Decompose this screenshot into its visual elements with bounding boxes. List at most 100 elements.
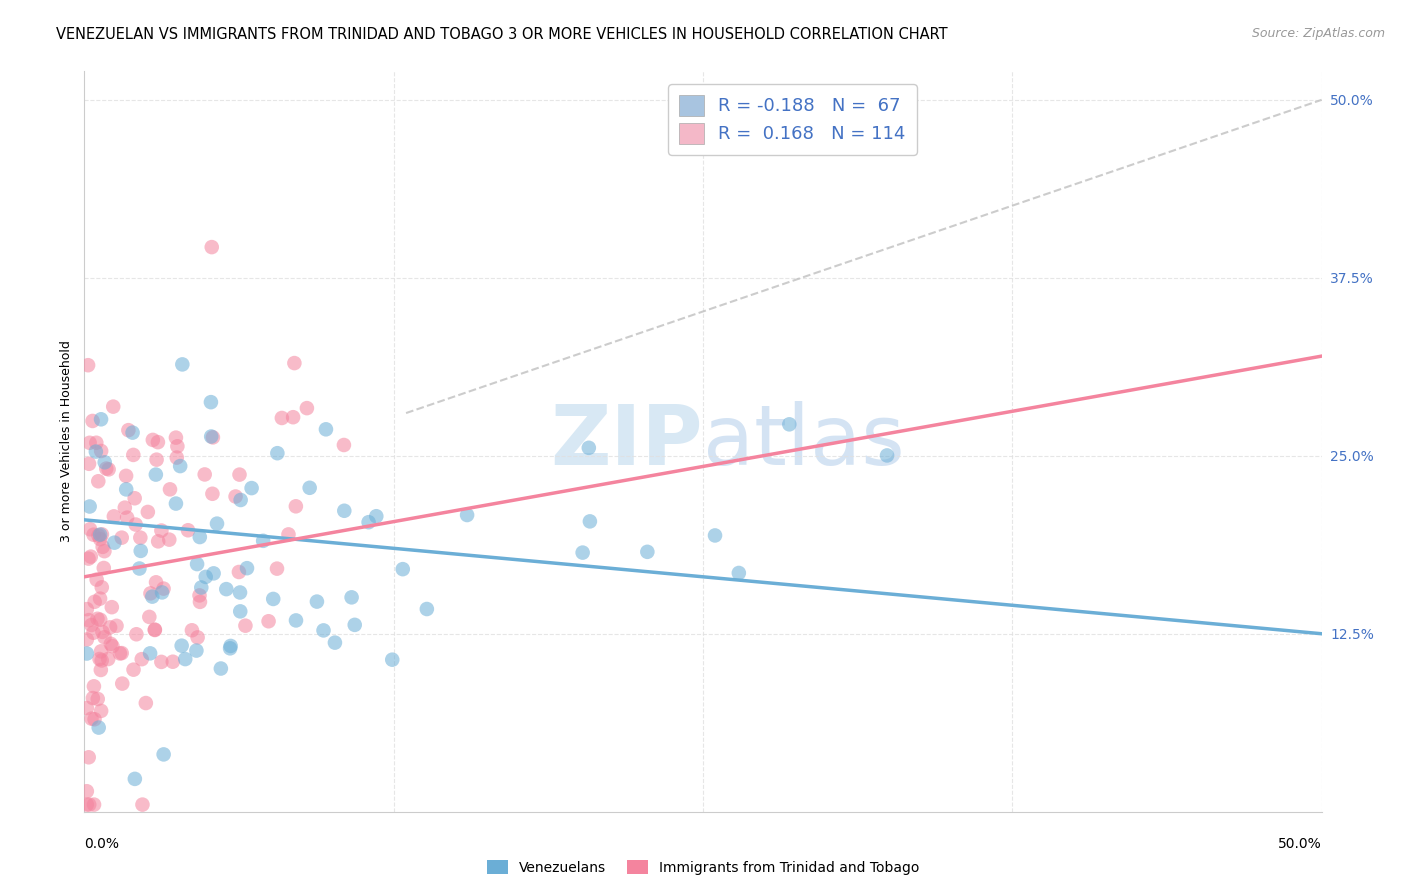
Point <box>96 461 118 475</box>
Point <box>83 527 105 541</box>
Point <box>129 544 152 558</box>
Point <box>90 527 112 541</box>
Point <box>125 517 148 532</box>
Point <box>150 524 173 538</box>
Point <box>186 643 208 657</box>
Point <box>391 562 413 576</box>
Point <box>90 580 112 594</box>
Point <box>115 468 138 483</box>
Text: ZIP: ZIP <box>551 401 703 482</box>
Point <box>202 566 225 581</box>
Point <box>93 630 115 644</box>
Point <box>209 661 232 675</box>
Point <box>225 490 247 504</box>
Point <box>79 500 101 514</box>
Point <box>89 652 111 666</box>
Point <box>93 561 115 575</box>
Point <box>281 410 304 425</box>
Point <box>83 595 105 609</box>
Point <box>262 591 284 606</box>
Point <box>101 600 124 615</box>
Point <box>111 531 134 545</box>
Point <box>174 652 197 666</box>
Point <box>181 624 204 638</box>
Point <box>381 653 404 667</box>
Point <box>90 653 112 667</box>
Point <box>143 623 166 637</box>
Point <box>188 530 211 544</box>
Point <box>343 618 366 632</box>
Point <box>80 549 103 564</box>
Point <box>162 655 184 669</box>
Point <box>76 784 98 798</box>
Point <box>229 604 252 618</box>
Point <box>84 444 107 458</box>
Point <box>205 516 228 531</box>
Y-axis label: 3 or more Vehicles in Household: 3 or more Vehicles in Household <box>60 341 73 542</box>
Point <box>188 588 211 602</box>
Point <box>201 430 224 444</box>
Point <box>636 545 658 559</box>
Point <box>266 561 288 575</box>
Point <box>295 401 318 416</box>
Point <box>333 504 356 518</box>
Point <box>91 540 114 554</box>
Point <box>240 481 263 495</box>
Point <box>366 509 388 524</box>
Point <box>82 414 104 428</box>
Point <box>86 573 108 587</box>
Point <box>77 613 100 627</box>
Point <box>79 522 101 536</box>
Point <box>138 610 160 624</box>
Point <box>187 631 209 645</box>
Point <box>115 510 138 524</box>
Point <box>77 797 100 812</box>
Point <box>111 676 134 690</box>
Point <box>152 747 174 762</box>
Point <box>236 561 259 575</box>
Point <box>87 721 110 735</box>
Point <box>145 467 167 482</box>
Point <box>219 641 242 656</box>
Point <box>131 797 153 812</box>
Point <box>89 532 111 546</box>
Point <box>146 435 169 450</box>
Point <box>122 663 145 677</box>
Point <box>200 429 222 443</box>
Point <box>101 639 124 653</box>
Point <box>76 701 98 715</box>
Point <box>283 356 305 370</box>
Point <box>157 533 180 547</box>
Point <box>727 566 749 580</box>
Point <box>103 509 125 524</box>
Point <box>93 455 115 469</box>
Point <box>194 467 217 482</box>
Point <box>79 435 101 450</box>
Point <box>219 639 242 653</box>
Point <box>131 652 153 666</box>
Point <box>83 712 105 726</box>
Point <box>170 639 193 653</box>
Point <box>284 500 307 514</box>
Point <box>76 632 98 647</box>
Point <box>165 497 187 511</box>
Point <box>141 590 163 604</box>
Point <box>194 570 217 584</box>
Point <box>124 772 146 786</box>
Point <box>150 585 173 599</box>
Point <box>103 400 125 414</box>
Point <box>305 594 328 608</box>
Point <box>77 750 100 764</box>
Point <box>97 462 120 476</box>
Point <box>416 602 439 616</box>
Point <box>89 527 111 541</box>
Point <box>177 523 200 537</box>
Legend: Venezuelans, Immigrants from Trinidad and Tobago: Venezuelans, Immigrants from Trinidad an… <box>481 855 925 880</box>
Point <box>229 585 252 599</box>
Point <box>166 439 188 453</box>
Point <box>90 663 112 677</box>
Point <box>122 448 145 462</box>
Point <box>186 557 208 571</box>
Point <box>298 481 321 495</box>
Point <box>357 515 380 529</box>
